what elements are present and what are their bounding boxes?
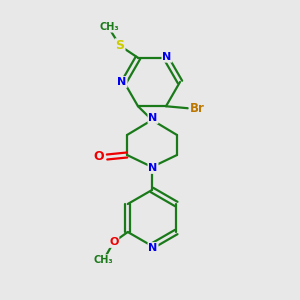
Text: O: O: [94, 151, 104, 164]
Text: N: N: [148, 163, 158, 173]
Text: Br: Br: [190, 102, 204, 115]
Text: CH₃: CH₃: [99, 22, 119, 32]
Text: O: O: [109, 237, 119, 247]
Text: N: N: [148, 243, 158, 253]
Text: N: N: [117, 77, 127, 87]
Text: CH₃: CH₃: [94, 255, 114, 265]
Text: N: N: [162, 52, 172, 62]
Text: N: N: [148, 113, 158, 123]
Text: S: S: [116, 39, 124, 52]
